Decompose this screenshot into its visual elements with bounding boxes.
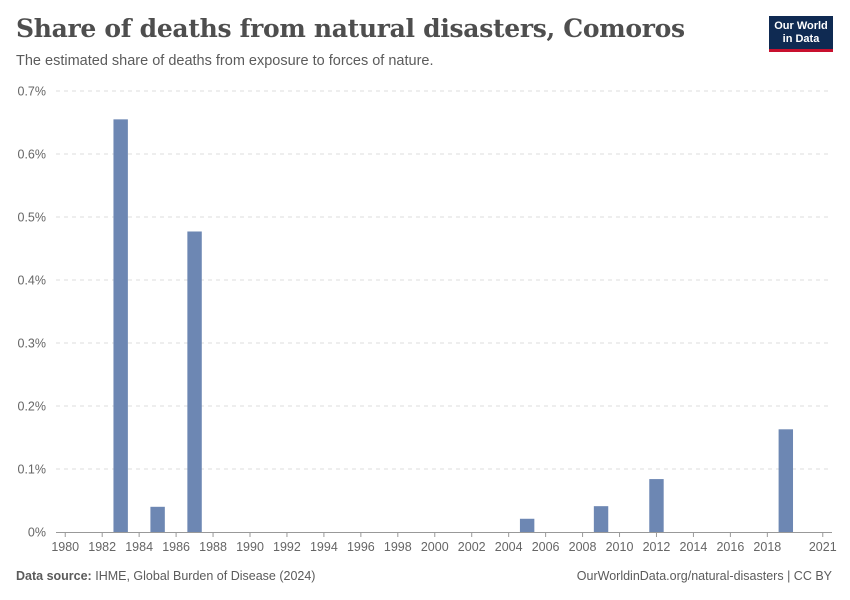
bar-2005[interactable]	[519, 518, 535, 532]
x-tick-label: 1986	[162, 540, 190, 554]
x-tick-label: 2016	[716, 540, 744, 554]
x-tick-label: 1996	[347, 540, 375, 554]
bar-2019[interactable]	[778, 429, 794, 532]
x-tick-label: 2010	[606, 540, 634, 554]
x-tick-label: 2000	[421, 540, 449, 554]
x-tick-label: 1980	[51, 540, 79, 554]
bar-1987[interactable]	[187, 231, 202, 533]
gridlines: 0% 0.1% 0.2% 0.3% 0.4% 0.5% 0.6% 0.7%	[18, 85, 832, 540]
x-axis: 1980 1982 1984 1986 1988 1990 1992 1994 1996 1998…	[51, 532, 837, 554]
x-tick-label: 1992	[273, 540, 301, 554]
x-tick-label: 1994	[310, 540, 338, 554]
x-tick-label: 2021	[809, 540, 837, 554]
x-tick-label: 1982	[88, 540, 116, 554]
y-tick-label: 0.5%	[18, 211, 47, 225]
x-tick-label: 2004	[495, 540, 523, 554]
bar-1985[interactable]	[150, 506, 165, 532]
data-source-label: Data source:	[16, 569, 92, 583]
x-tick-label: 2006	[532, 540, 560, 554]
owid-logo[interactable]: Our World in Data	[769, 16, 833, 52]
x-tick-label: 2018	[753, 540, 781, 554]
data-source: Data source: IHME, Global Burden of Dise…	[16, 569, 315, 583]
x-tick-label: 1998	[384, 540, 412, 554]
credit-link[interactable]: OurWorldinData.org/natural-disasters | C…	[576, 569, 832, 583]
x-tick-label: 2014	[680, 540, 708, 554]
x-tick-label: 1988	[199, 540, 227, 554]
x-tick-label: 2008	[569, 540, 597, 554]
y-tick-label: 0.4%	[18, 274, 47, 288]
logo-line-2: in Data	[782, 33, 820, 45]
bar-2012[interactable]	[649, 479, 664, 532]
y-tick-label: 0.1%	[18, 463, 47, 477]
bar-2009[interactable]	[593, 506, 609, 532]
x-tick-label: 2002	[458, 540, 486, 554]
y-tick-label: 0.2%	[18, 400, 47, 414]
chart-subtitle: The estimated share of deaths from expos…	[16, 53, 434, 69]
y-tick-label: 0%	[28, 526, 46, 540]
data-source-text[interactable]: IHME, Global Burden of Disease (2024)	[95, 569, 316, 583]
y-tick-label: 0.3%	[18, 337, 47, 351]
bar-1983[interactable]	[113, 119, 128, 532]
x-tick-label: 1990	[236, 540, 264, 554]
bars	[113, 119, 794, 533]
logo-line-1: Our World	[774, 20, 828, 32]
y-tick-label: 0.6%	[18, 148, 47, 162]
y-tick-label: 0.7%	[18, 85, 47, 99]
x-tick-label: 2012	[643, 540, 671, 554]
x-tick-label: 1984	[125, 540, 153, 554]
chart-title: Share of deaths from natural disasters, …	[16, 14, 685, 43]
